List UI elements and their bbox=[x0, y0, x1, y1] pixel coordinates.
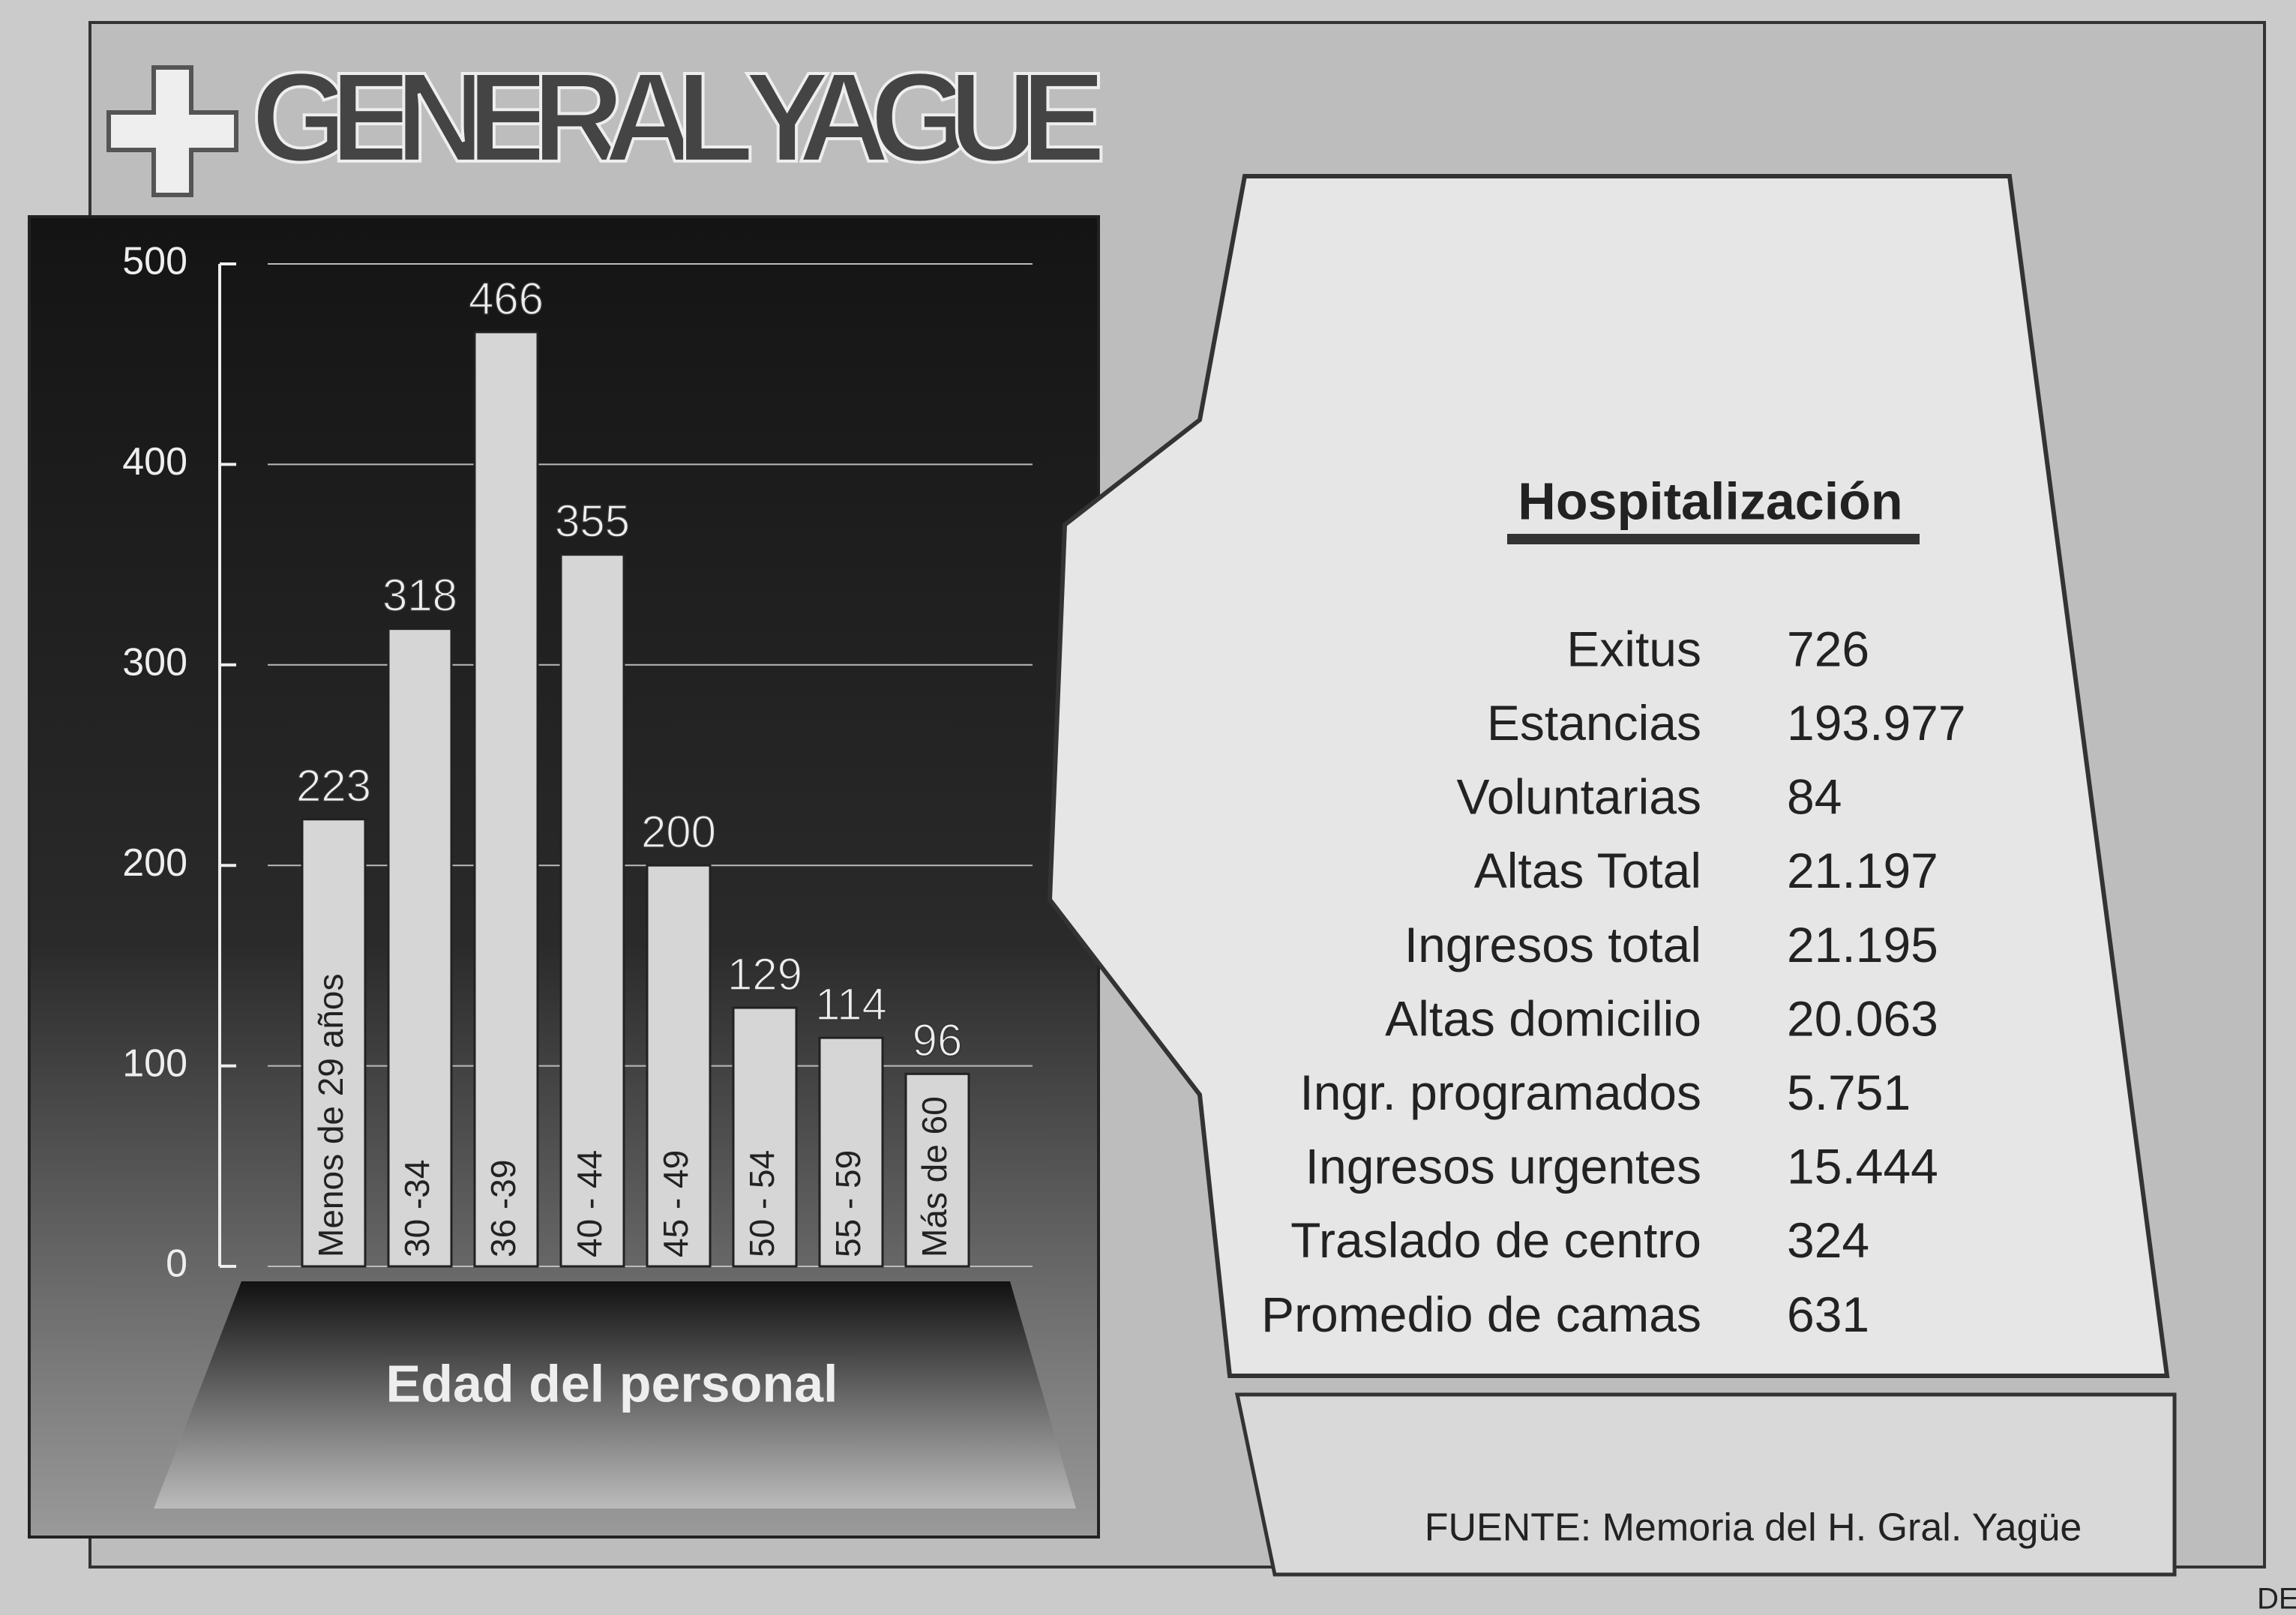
bar bbox=[475, 332, 538, 1266]
row-label: Voluntarias bbox=[1456, 769, 1701, 825]
row-value: 5.751 bbox=[1787, 1065, 1911, 1120]
row-label: Ingresos total bbox=[1404, 917, 1701, 972]
value-label: 318 bbox=[382, 571, 457, 621]
row-label: Estancias bbox=[1487, 695, 1701, 751]
row-value: 21.195 bbox=[1787, 917, 1938, 972]
category-label: 55 - 59 bbox=[829, 1150, 868, 1257]
title-underline bbox=[1507, 534, 1920, 544]
value-label: 96 bbox=[913, 1015, 963, 1065]
value-label: 114 bbox=[815, 979, 887, 1029]
category-label: 50 - 54 bbox=[742, 1150, 781, 1257]
value-label: 223 bbox=[296, 761, 371, 811]
row-label: Ingresos urgentes bbox=[1305, 1139, 1701, 1194]
y-tick-label: 500 bbox=[122, 240, 187, 283]
value-label: 355 bbox=[555, 496, 630, 547]
row-value: 21.197 bbox=[1787, 843, 1938, 898]
value-label: 466 bbox=[469, 274, 544, 324]
page: GENERAL YAGUE Edad del personal Hospital… bbox=[0, 0, 2296, 1615]
row-label: Altas domicilio bbox=[1385, 990, 1701, 1046]
source: FUENTE: Memoria del H. Gral. Yagüe bbox=[1425, 1506, 2082, 1550]
row-value: 631 bbox=[1787, 1287, 1869, 1342]
table-title: Hospitalización bbox=[1518, 472, 1902, 530]
y-tick-label: 100 bbox=[122, 1041, 187, 1085]
row-value: 324 bbox=[1787, 1212, 1869, 1268]
infographic: GENERAL YAGUE Edad del personal Hospital… bbox=[0, 0, 2296, 1615]
value-label: 129 bbox=[727, 949, 802, 999]
y-tick-label: 400 bbox=[122, 440, 187, 484]
row-label: Altas Total bbox=[1474, 843, 1701, 898]
main-title: GENERAL YAGUE bbox=[251, 46, 1106, 189]
row-label: Ingr. programados bbox=[1299, 1065, 1701, 1120]
row-label: Exitus bbox=[1566, 621, 1701, 676]
row-value: 15.444 bbox=[1787, 1139, 1938, 1194]
category-label: 30 -34 bbox=[397, 1160, 436, 1257]
x-axis-label: Edad del personal bbox=[386, 1354, 838, 1413]
row-value: 193.977 bbox=[1787, 695, 1966, 751]
y-tick-label: 200 bbox=[122, 841, 187, 885]
category-label: 40 - 44 bbox=[570, 1150, 609, 1257]
category-label: 36 -39 bbox=[484, 1160, 523, 1257]
row-label: Promedio de camas bbox=[1261, 1287, 1701, 1342]
category-label: Más de 60 bbox=[915, 1096, 954, 1257]
category-label: Menos de 29 años bbox=[311, 974, 350, 1258]
corner-text: DE bbox=[2257, 1583, 2296, 1615]
row-value: 84 bbox=[1787, 769, 1842, 825]
category-label: 45 - 49 bbox=[656, 1150, 695, 1257]
y-tick-label: 0 bbox=[166, 1242, 187, 1286]
row-value: 20.063 bbox=[1787, 990, 1938, 1046]
y-tick-label: 300 bbox=[122, 641, 187, 685]
row-value: 726 bbox=[1787, 621, 1869, 676]
value-label: 200 bbox=[641, 807, 716, 857]
row-label: Traslado de centro bbox=[1290, 1212, 1701, 1268]
